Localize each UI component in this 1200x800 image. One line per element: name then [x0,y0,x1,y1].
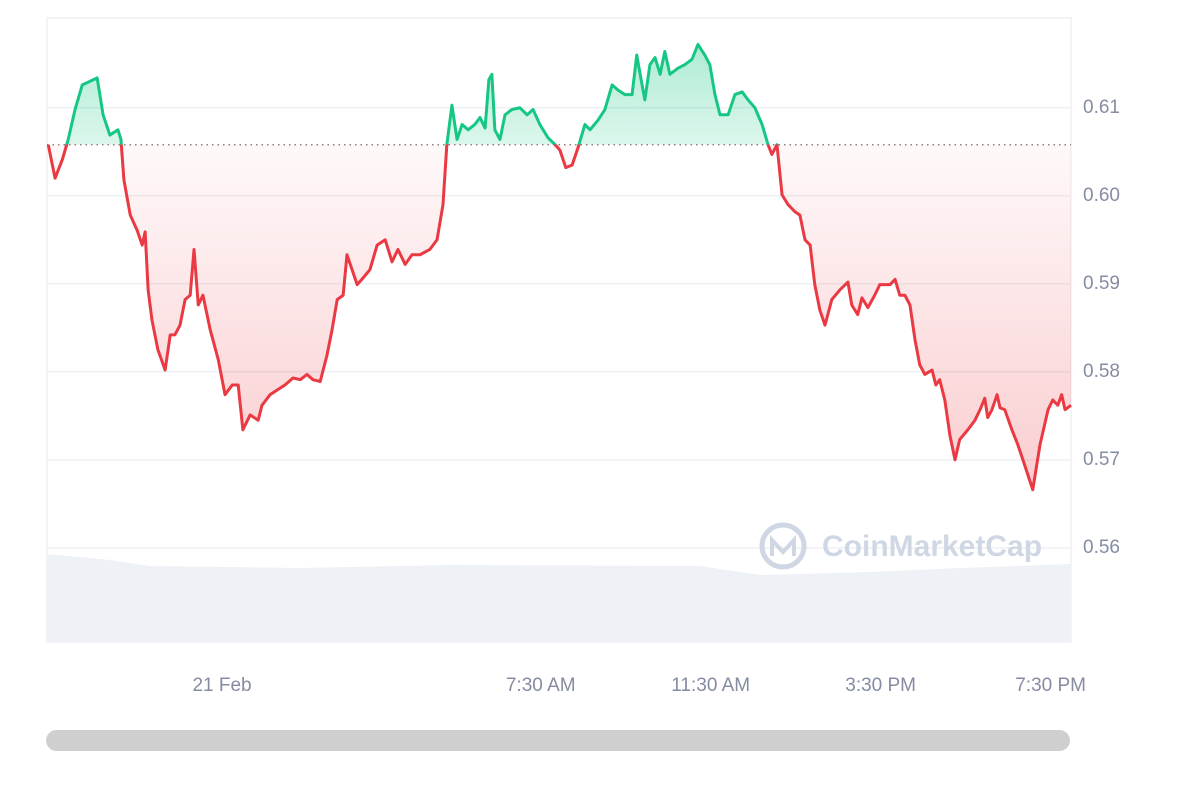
plot [46,42,1072,492]
watermark: CoinMarketCap [822,530,1042,563]
y-tick-label: 0.56 [1083,537,1120,558]
x-tick-label: 7:30 PM [1015,675,1086,696]
x-tick-label: 7:30 AM [506,675,576,696]
y-tick-label: 0.58 [1083,361,1120,382]
watermark-logo [759,522,807,570]
volume-area [47,554,1071,642]
y-tick-label: 0.59 [1083,273,1120,294]
price-line [46,42,1072,492]
area-below [48,144,1071,490]
x-tick-label: 11:30 AM [671,675,750,696]
y-tick-label: 0.61 [1083,97,1120,118]
scrollbar[interactable] [46,730,1070,751]
x-tick-label: 3:30 PM [845,675,916,696]
y-tick-label: 0.60 [1083,185,1120,206]
x-tick-label: 21 Feb [192,675,251,696]
y-tick-label: 0.57 [1083,449,1120,470]
